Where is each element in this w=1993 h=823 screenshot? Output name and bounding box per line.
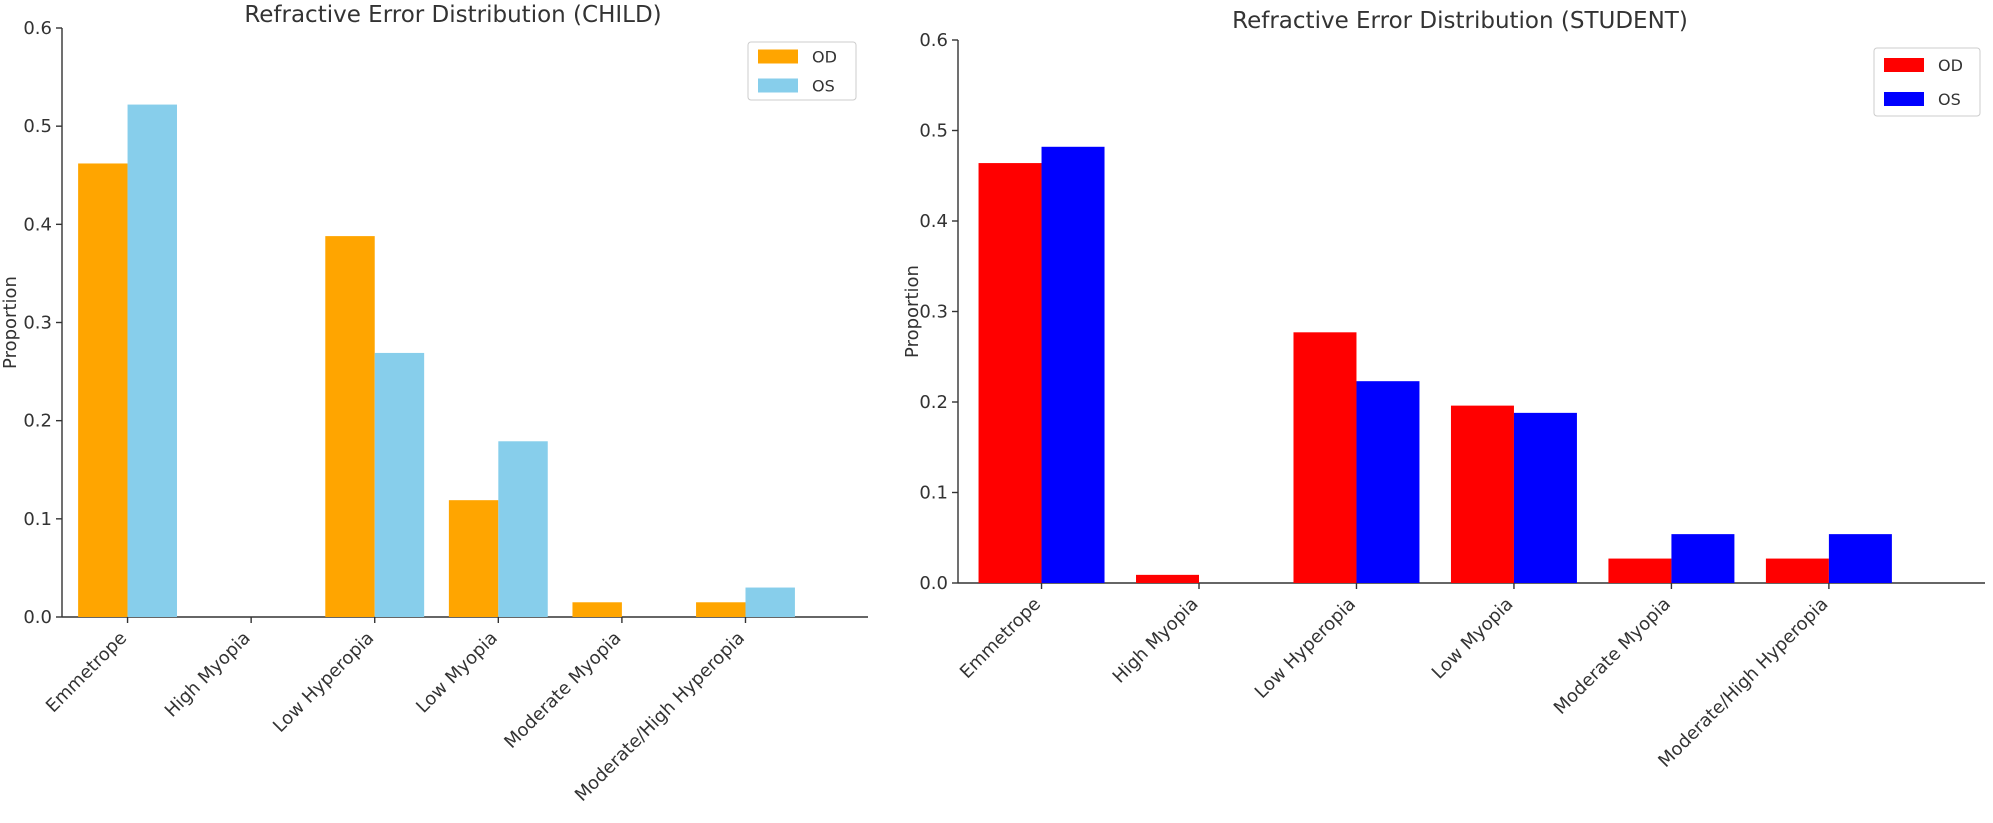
y-tick-label: 0.6	[23, 18, 52, 39]
y-tick-label: 0.3	[919, 302, 948, 323]
x-tick-label: Low Hyperopia	[1251, 594, 1360, 703]
y-tick-label: 0.1	[23, 509, 52, 530]
x-tick-label: Low Myopia	[412, 628, 502, 718]
x-tick-label: Moderate Myopia	[1550, 594, 1675, 719]
bar-od-0	[978, 163, 1042, 583]
legend-label-os: OS	[812, 77, 835, 96]
x-tick-label: High Myopia	[1109, 594, 1203, 688]
legend: OD OS	[1873, 47, 1981, 117]
bar-os-3	[498, 441, 548, 617]
bar-od-5	[1765, 558, 1829, 583]
bar-od-2	[325, 236, 375, 617]
bar-od-3	[1450, 405, 1514, 583]
y-tick-label: 0.2	[919, 392, 948, 413]
x-tick-label: Moderate Myopia	[500, 628, 625, 753]
bar-od-0	[78, 163, 128, 617]
legend-label-od: OD	[1938, 56, 1963, 75]
y-tick-label: 0.5	[919, 121, 948, 142]
bar-os-3	[1513, 412, 1577, 583]
chart-0: Refractive Error Distribution (CHILD) 0.0…	[0, 2, 868, 806]
legend: OD OS	[747, 41, 857, 101]
y-tick-label: 0.4	[919, 211, 948, 232]
y-tick-label: 0.2	[23, 411, 52, 432]
x-tick-label: Emmetrope	[42, 628, 131, 717]
y-axis-label: Proportion	[0, 276, 21, 369]
bar-os-4	[1671, 534, 1735, 583]
chart-1: Refractive Error Distribution (STUDENT) 0…	[902, 8, 1985, 772]
legend-swatch-od	[1884, 58, 1924, 72]
y-axis-label: Proportion	[902, 265, 923, 358]
legend-label-od: OD	[812, 48, 837, 67]
legend-swatch-od	[758, 49, 798, 64]
bar-os-5	[1828, 534, 1892, 583]
legend-swatch-os	[1884, 92, 1924, 106]
legend-swatch-os	[758, 78, 798, 93]
bar-os-2	[1356, 381, 1420, 583]
x-tick-label: Emmetrope	[956, 594, 1045, 683]
x-tick-label: Moderate/High Hyperopia	[1654, 594, 1832, 772]
bar-os-5	[745, 587, 795, 617]
y-tick-label: 0.4	[23, 214, 52, 235]
y-tick-label: 0.0	[23, 607, 52, 628]
x-tick-label: Low Myopia	[1428, 594, 1518, 684]
x-tick-label: High Myopia	[161, 628, 255, 722]
bar-od-4	[1608, 558, 1672, 583]
bar-os-0	[127, 104, 177, 617]
bar-od-3	[448, 500, 499, 617]
y-tick-label: 0.1	[919, 483, 948, 504]
bar-od-2	[1293, 332, 1357, 583]
bar-od-5	[696, 602, 746, 617]
x-tick-label: Low Hyperopia	[269, 628, 378, 737]
chart-title: Refractive Error Distribution (STUDENT)	[1232, 8, 1688, 34]
y-tick-label: 0.6	[919, 30, 948, 51]
bar-os-0	[1041, 146, 1105, 584]
legend-label-os: OS	[1938, 90, 1961, 109]
bar-os-2	[374, 352, 425, 617]
bar-od-1	[1136, 574, 1200, 583]
chart-title: Refractive Error Distribution (CHILD)	[244, 2, 661, 28]
y-tick-label: 0.0	[919, 573, 948, 594]
y-tick-label: 0.3	[23, 313, 52, 334]
bar-od-4	[572, 602, 622, 617]
y-tick-label: 0.5	[23, 116, 52, 137]
